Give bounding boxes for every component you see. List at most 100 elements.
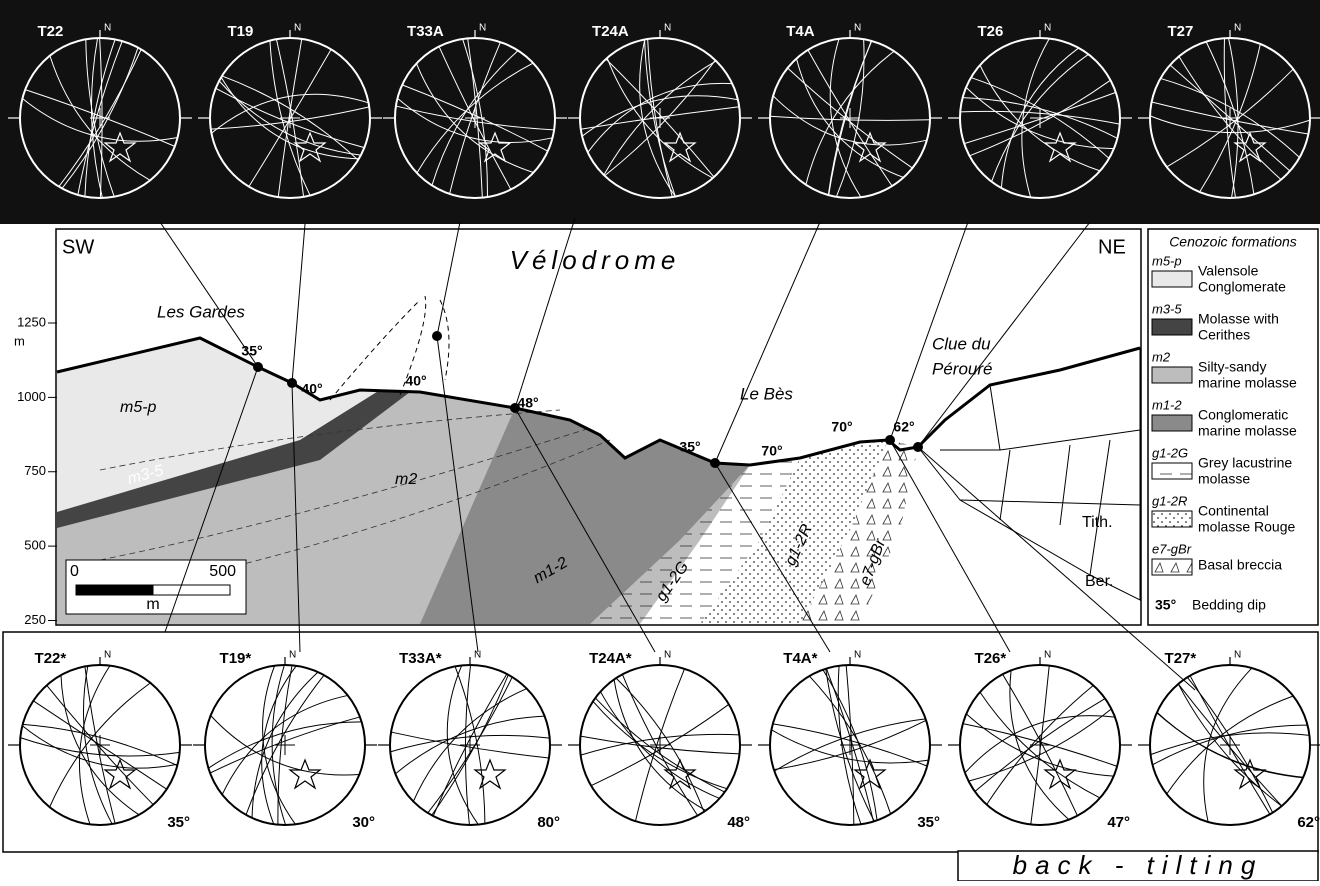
great-circle [438, 46, 512, 190]
legend-swatch [1151, 558, 1193, 576]
dip-label: 30° [352, 814, 375, 831]
great-circle [427, 676, 513, 814]
great-circle [218, 80, 361, 156]
unit-label: m2 [395, 471, 417, 488]
legend-swatch [1151, 510, 1193, 528]
great-circle [829, 38, 862, 198]
great-circle [84, 39, 116, 197]
legend-label: Conglomerate [1198, 279, 1286, 295]
great-circle [1177, 683, 1283, 807]
place-label: Le Bès [740, 384, 793, 403]
star-pole [293, 131, 327, 163]
elevation-label: 750 [24, 463, 46, 478]
stereonet: N T24A* 48° [568, 650, 752, 831]
legend-dip-symbol: 35° [1155, 597, 1176, 613]
legend-label: Silty-sandy [1198, 359, 1266, 375]
great-circle [1166, 68, 1294, 168]
link-line [889, 221, 969, 441]
north-label: N [854, 650, 861, 661]
great-circle [1166, 695, 1294, 795]
stereonet: N T27* 62° [1138, 650, 1320, 831]
great-circle [1169, 64, 1291, 172]
station-label: T22* [35, 650, 67, 667]
great-circle [84, 666, 116, 824]
great-circle [464, 664, 472, 826]
cross-section [56, 295, 1141, 624]
north-label: N [289, 650, 296, 661]
great-circle [1178, 56, 1282, 180]
station-label: T22 [37, 23, 63, 40]
station-label: T19* [220, 650, 252, 667]
great-circle [210, 106, 370, 130]
great-circle [634, 668, 685, 822]
great-circle [1189, 675, 1271, 815]
north-label: N [1044, 23, 1051, 34]
link-line [164, 366, 259, 633]
station-label: T4A [786, 23, 815, 40]
great-circle [822, 669, 878, 821]
great-circle [1150, 732, 1310, 756]
projected-fold [329, 295, 450, 401]
great-circle [33, 700, 167, 790]
stereonet: N T4A [758, 23, 942, 199]
great-circle [262, 665, 296, 825]
link-line [917, 446, 1196, 691]
station-label: T24A* [589, 650, 632, 667]
great-circle [1156, 712, 1304, 778]
station-label: T19 [227, 23, 253, 40]
stereonet: N T22 [8, 23, 192, 199]
great-circle [771, 729, 929, 764]
north-label: N [664, 650, 671, 661]
great-circle [431, 50, 519, 186]
star-pole [1043, 758, 1077, 790]
great-circle [1030, 665, 1050, 825]
north-label: N [104, 23, 111, 34]
unit-e7gbr [800, 440, 918, 624]
legend-label: molasse [1198, 471, 1250, 487]
great-circle [462, 38, 488, 198]
north-label: N [294, 23, 301, 34]
dip-label: 35° [917, 814, 940, 831]
great-circle [604, 59, 716, 177]
place-label: Pérouré [932, 359, 992, 378]
bedding-dip: 40° [405, 373, 426, 389]
north-label: N [1234, 23, 1241, 34]
stereonet: N T4A* 35° [758, 650, 942, 831]
bedding-dip: 35° [679, 439, 700, 455]
star-pole [103, 758, 137, 790]
great-circle [979, 64, 1101, 172]
stereonet: N T27 [1138, 23, 1320, 199]
great-circle [245, 674, 325, 816]
link-line [436, 221, 461, 337]
north-label: N [1234, 650, 1241, 661]
net-center [1030, 108, 1050, 128]
great-circle [590, 703, 730, 787]
great-circle [979, 691, 1101, 799]
stereonet: N T26* 47° [948, 650, 1132, 831]
north-label: N [1044, 650, 1051, 661]
great-circle [1199, 43, 1261, 193]
great-circle [269, 40, 311, 196]
great-circle [449, 41, 501, 194]
great-circle [962, 97, 1118, 139]
bedding-dip: 48° [517, 395, 538, 411]
stereonet: N T19 [198, 23, 382, 199]
unit-label: Tith. [1082, 514, 1113, 531]
scale-bar [152, 584, 231, 596]
legend-dip-label: Bedding dip [1192, 597, 1266, 613]
stereonet: N T19* 30° [193, 650, 377, 831]
place-label: Clue du [932, 334, 991, 353]
star-pole [853, 758, 887, 790]
link-line [159, 221, 259, 368]
legend-swatch [1151, 414, 1193, 432]
great-circle [1177, 683, 1283, 807]
great-circle [221, 694, 348, 795]
great-circle [769, 115, 930, 121]
legend-label: Continental [1198, 503, 1269, 519]
legend-label: Cerithes [1198, 327, 1250, 343]
great-circle [1009, 670, 1070, 820]
star-pole [288, 758, 322, 790]
great-circle [412, 688, 527, 802]
legend-title: Cenozoic formations [1169, 234, 1297, 250]
legend-code: g1-2R [1152, 493, 1187, 508]
